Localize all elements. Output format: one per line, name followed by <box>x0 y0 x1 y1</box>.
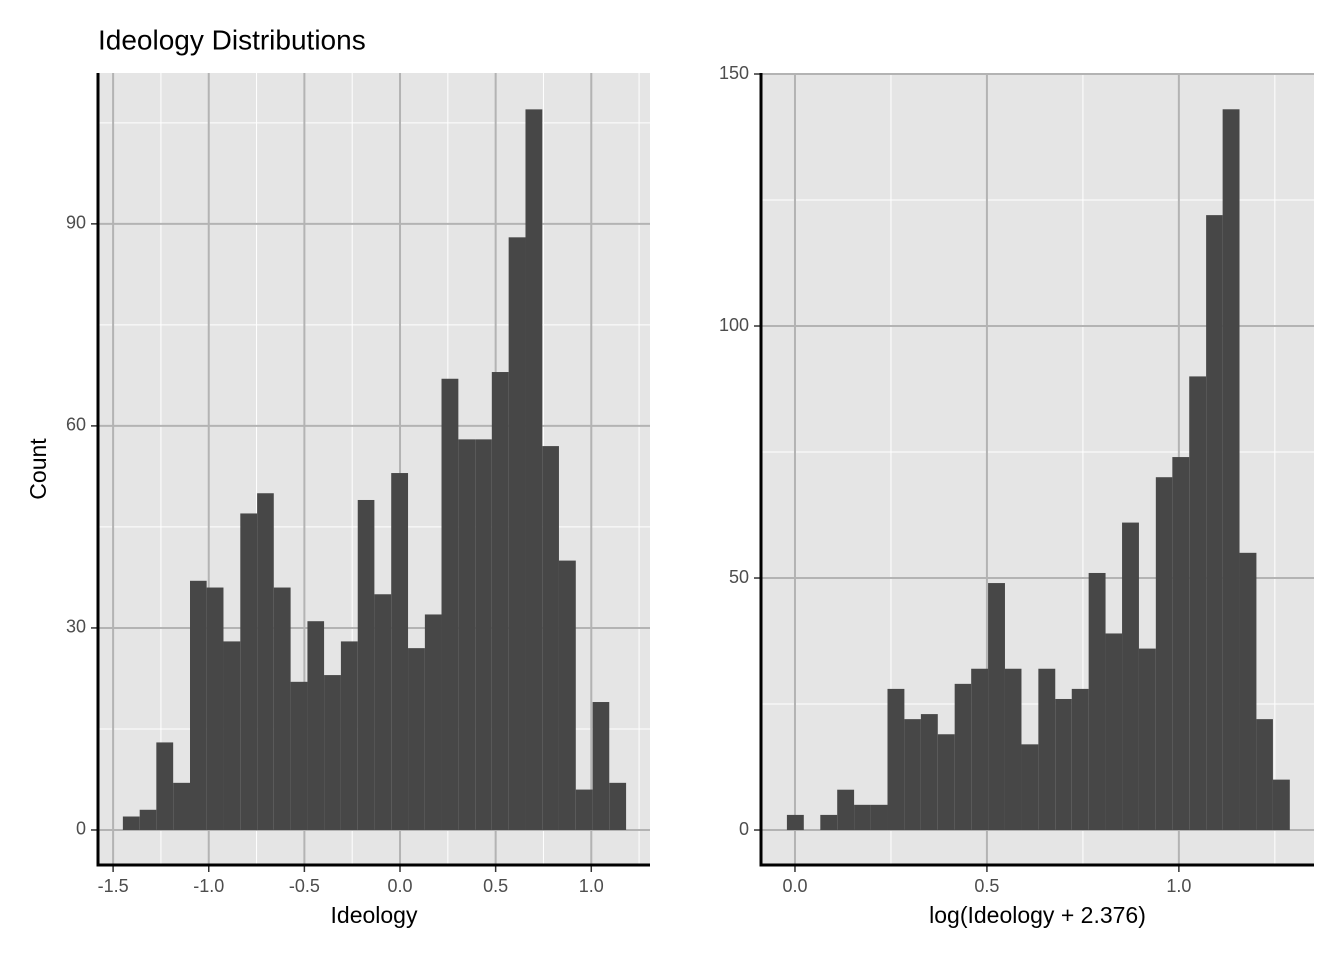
x-tick-label: 1.0 <box>1166 876 1191 896</box>
bar <box>441 378 459 830</box>
bar <box>1088 572 1106 831</box>
y-tick-label: 100 <box>719 315 749 335</box>
bar <box>542 446 559 830</box>
bar <box>988 583 1005 831</box>
y-tick-label: 90 <box>66 213 86 233</box>
x-tick-label: -1.5 <box>98 876 129 896</box>
x-tick-label: -0.5 <box>289 876 320 896</box>
bar <box>1021 744 1039 831</box>
chart-title: Ideology Distributions <box>98 24 366 55</box>
bar <box>1004 668 1022 831</box>
bar <box>920 714 938 831</box>
bar <box>307 621 325 830</box>
x-tick-label: -1.0 <box>193 876 224 896</box>
bar <box>458 439 476 830</box>
y-tick-label: 150 <box>719 63 749 83</box>
bar <box>1172 457 1190 831</box>
bar <box>173 782 190 830</box>
bar <box>408 648 425 830</box>
bar <box>240 513 258 830</box>
bar <box>357 499 375 830</box>
bar <box>156 742 174 830</box>
bar <box>1138 648 1156 831</box>
bar <box>491 372 509 830</box>
x-tick-label: 0.5 <box>483 876 508 896</box>
bar <box>1038 668 1056 831</box>
bar <box>937 734 955 831</box>
bar <box>904 719 921 831</box>
y-tick-label: 30 <box>66 617 86 637</box>
bar <box>870 804 888 831</box>
bar <box>139 809 157 830</box>
bar <box>1122 522 1139 831</box>
bar <box>1272 779 1290 831</box>
bar <box>424 614 442 830</box>
bar <box>1189 376 1207 831</box>
bar <box>1071 688 1089 831</box>
bar <box>820 814 838 831</box>
bar <box>592 702 610 830</box>
bar <box>954 683 972 831</box>
bar <box>786 814 804 831</box>
bar <box>1155 477 1173 831</box>
bar <box>508 237 526 830</box>
y-tick-label: 0 <box>76 819 86 839</box>
bar <box>223 641 241 830</box>
bar <box>475 439 492 830</box>
bar <box>257 493 274 830</box>
bar <box>1256 719 1273 831</box>
bar <box>374 594 392 830</box>
x-tick-label: 1.0 <box>579 876 604 896</box>
bar <box>887 688 905 831</box>
bar <box>971 668 989 831</box>
y-axis-title: Count <box>25 438 51 500</box>
bar <box>206 587 224 830</box>
bar <box>324 675 341 830</box>
y-tick-label: 0 <box>739 819 749 839</box>
bar <box>609 782 627 830</box>
bar <box>575 789 593 830</box>
bar <box>1055 698 1072 831</box>
bar <box>854 804 871 831</box>
bar <box>190 580 207 830</box>
x-axis-title: Ideology <box>331 902 418 928</box>
bar <box>1222 109 1240 831</box>
y-tick-label: 60 <box>66 415 86 435</box>
bar <box>290 681 308 830</box>
bar <box>525 109 543 830</box>
bar <box>273 587 291 830</box>
bar <box>340 641 358 830</box>
bar <box>122 816 140 830</box>
bar <box>391 473 409 830</box>
bar <box>1206 215 1223 831</box>
bar <box>837 789 855 831</box>
bar <box>558 560 576 830</box>
y-tick-label: 50 <box>729 567 749 587</box>
bar <box>1239 552 1257 831</box>
x-tick-label: 0.5 <box>974 876 999 896</box>
bar <box>1105 633 1123 831</box>
x-tick-label: 0.0 <box>782 876 807 896</box>
x-axis-title: log(Ideology + 2.376) <box>929 902 1146 928</box>
x-tick-label: 0.0 <box>387 876 412 896</box>
